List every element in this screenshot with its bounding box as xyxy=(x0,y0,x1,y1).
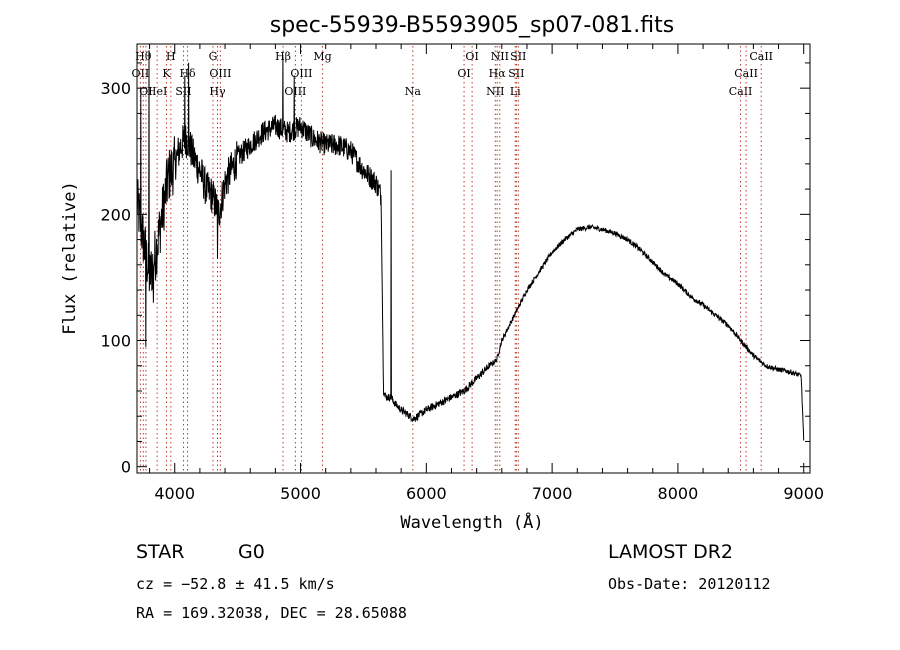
line-marker-label-13: OIII xyxy=(290,67,312,80)
line-markers: OIIHθOIHeIKHSIIHδGHγOIIIHβOIIIOIIIMgNaOI… xyxy=(132,46,773,473)
line-marker-label-4: K xyxy=(162,67,171,80)
line-marker-label-12: OIII xyxy=(284,85,306,98)
line-marker-label-15: Na xyxy=(405,85,422,98)
coordinates-readout: RA = 169.32038, DEC = 28.65088 xyxy=(136,604,407,622)
x-tick-label-4: 8000 xyxy=(658,484,699,503)
y-axis: 0 100 200 300 xyxy=(100,62,810,477)
line-marker-label-11: Hβ xyxy=(275,50,291,63)
line-marker-label-25: CaII xyxy=(734,67,758,80)
obs-date: Obs-Date: 20120112 xyxy=(608,575,771,593)
x-tick-label-0: 4000 xyxy=(154,484,195,503)
line-marker-label-17: OI xyxy=(465,50,478,63)
line-marker-label-9: Hγ xyxy=(209,85,226,98)
line-marker-label-10: OIII xyxy=(209,67,231,80)
spectrum-series xyxy=(136,50,805,441)
y-tick-label-0: 0 xyxy=(121,458,131,477)
plot-frame xyxy=(136,43,811,474)
line-marker-label-23: SII xyxy=(510,50,526,63)
x-tick-label-3: 7000 xyxy=(532,484,573,503)
x-axis: 4000 5000 6000 7000 8000 9000 xyxy=(149,44,824,503)
chart-title: spec-55939-B5593905_sp07-081.fits xyxy=(270,13,675,38)
line-marker-label-16: OI xyxy=(457,67,470,80)
object-subclass: G0 xyxy=(238,541,265,563)
x-tick-label-5: 9000 xyxy=(783,484,824,503)
line-marker-label-26: CaII xyxy=(749,50,773,63)
line-marker-label-14: Mg xyxy=(313,50,331,63)
x-axis-label: Wavelength (Å) xyxy=(400,511,543,533)
line-marker-label-8: G xyxy=(209,50,218,63)
y-axis-label: Flux (relative) xyxy=(60,181,80,335)
line-marker-label-6: SII xyxy=(175,85,191,98)
line-marker-label-19: Hα xyxy=(489,67,507,80)
y-tick-label-2: 200 xyxy=(100,205,131,224)
line-marker-label-21: Li xyxy=(510,85,521,98)
y-tick-label-3: 300 xyxy=(100,79,131,98)
line-marker-label-0: OII xyxy=(132,67,150,80)
spectrum-line xyxy=(136,50,805,441)
line-marker-label-1: Hθ xyxy=(135,50,152,63)
object-class: STAR xyxy=(136,541,185,563)
line-marker-label-7: Hδ xyxy=(179,67,196,80)
line-marker-label-20: NII xyxy=(491,50,509,63)
x-tick-label-2: 6000 xyxy=(406,484,447,503)
line-marker-label-24: CaII xyxy=(729,85,753,98)
x-tick-label-1: 5000 xyxy=(280,484,321,503)
line-marker-label-3: HeI xyxy=(147,85,167,98)
line-marker-label-18: NII xyxy=(486,85,504,98)
y-tick-label-1: 100 xyxy=(100,332,131,351)
survey-name: LAMOST DR2 xyxy=(608,541,733,563)
line-marker-label-5: H xyxy=(166,50,176,63)
line-marker-label-22: SII xyxy=(508,67,524,80)
redshift-readout: cz = −52.8 ± 41.5 km/s xyxy=(136,575,335,593)
